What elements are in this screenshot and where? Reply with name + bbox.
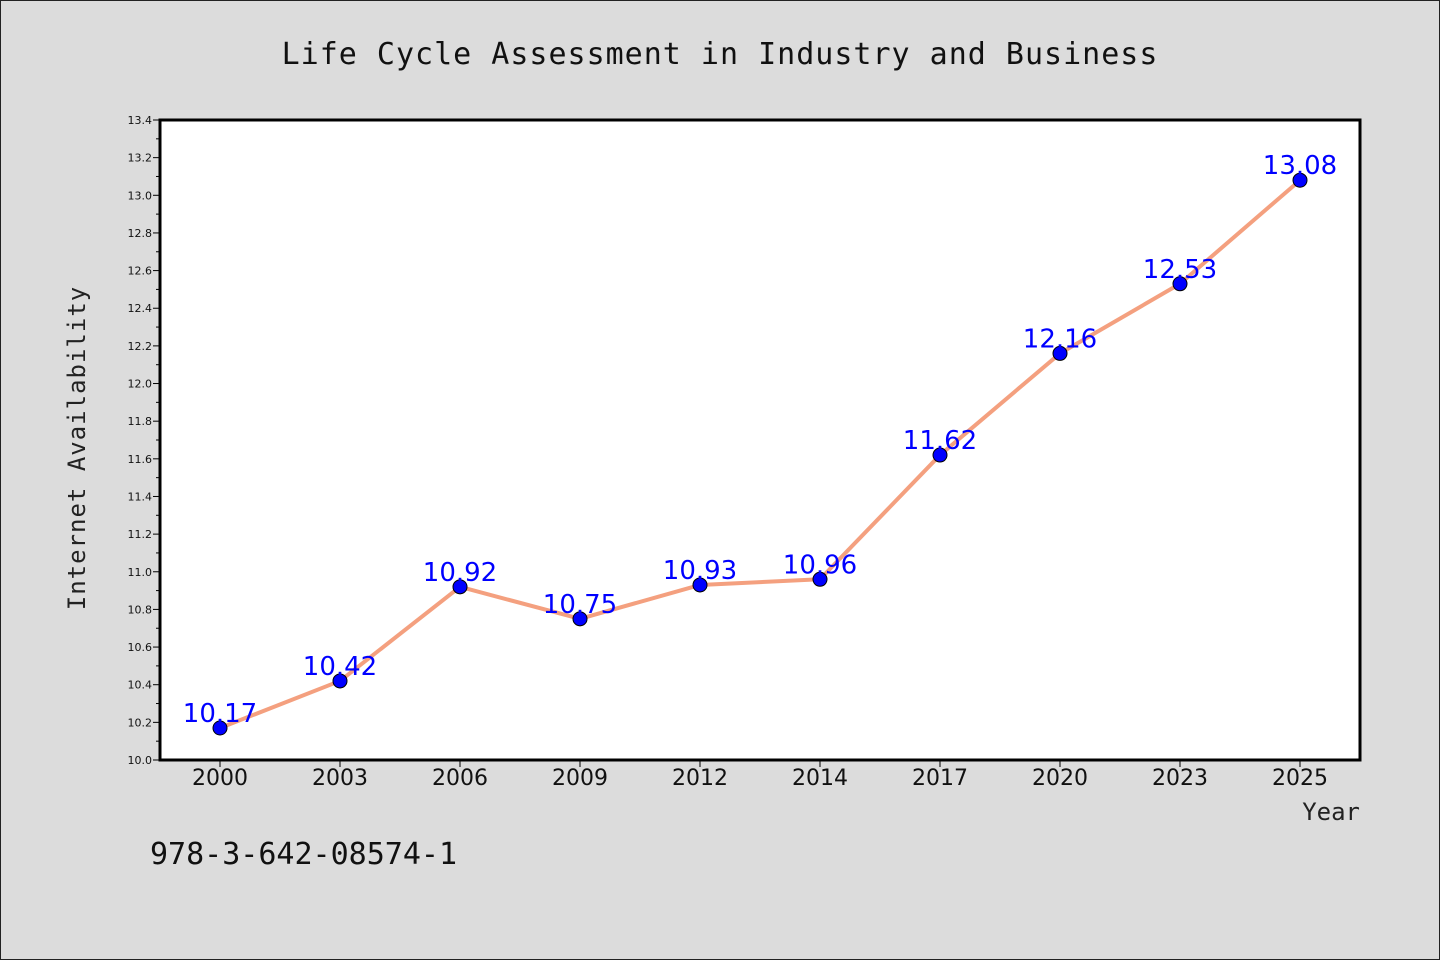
data-label: 10.75: [543, 590, 617, 620]
y-tick-label: 12.4: [128, 302, 153, 315]
data-point: [932, 447, 948, 463]
y-tick-label: 10.2: [128, 716, 153, 729]
data-point: [1052, 345, 1068, 361]
y-tick-label: 11.0: [128, 566, 153, 579]
data-point: [212, 720, 228, 736]
y-tick-label: 12.2: [128, 340, 153, 353]
x-tick-label: 2014: [792, 766, 848, 791]
data-label: 10.42: [303, 652, 377, 682]
data-point: [692, 577, 708, 593]
y-tick-label: 10.4: [128, 679, 153, 692]
y-axis-ticks: 10.0 10.2 10.4 10.6 10.8 11.0 11.2 11.4 11.6 11.8…: [128, 114, 160, 767]
x-axis-label: Year: [1302, 798, 1360, 826]
y-tick-label: 11.2: [128, 528, 153, 541]
x-tick-label: 2020: [1032, 766, 1088, 791]
y-tick-label: 10.0: [128, 754, 153, 767]
x-tick-label: 2023: [1152, 766, 1208, 791]
y-axis-label: Internet Availability: [63, 286, 91, 610]
y-tick-label: 13.2: [128, 152, 153, 165]
data-label: 10.93: [663, 556, 737, 586]
y-tick-label: 13.4: [128, 114, 153, 127]
data-label: 11.62: [903, 426, 977, 456]
data-label: 12.16: [1023, 324, 1097, 354]
y-tick-label: 13.0: [128, 189, 153, 202]
x-tick-label: 2025: [1272, 766, 1328, 791]
series-line: [219, 178, 1302, 730]
y-tick-label: 11.6: [128, 453, 153, 466]
x-tick-label: 2017: [912, 766, 968, 791]
data-label: 13.08: [1263, 151, 1337, 181]
data-label: 10.92: [423, 558, 497, 588]
data-label: 12.53: [1143, 255, 1217, 285]
data-label: 10.96: [783, 550, 857, 580]
x-tick-label: 2006: [432, 766, 488, 791]
data-point: [332, 673, 348, 689]
footnote-isbn: 978-3-642-08574-1: [150, 837, 457, 872]
y-tick-label: 12.0: [128, 378, 153, 391]
chart-title: Life Cycle Assessment in Industry and Bu…: [282, 37, 1159, 72]
plot-area: [160, 120, 1360, 760]
x-tick-label: 2009: [552, 766, 608, 791]
y-tick-label: 11.4: [128, 490, 153, 503]
plot-border: [158, 118, 1362, 762]
data-point: [452, 579, 468, 595]
data-point: [812, 571, 828, 587]
x-tick-label: 2003: [312, 766, 368, 791]
x-axis-ticks: 2000 2003 2006 2009 2012 2014 2017 2020 2023 2025: [192, 760, 1328, 791]
data-point: [572, 611, 588, 627]
y-tick-label: 10.6: [128, 641, 153, 654]
y-tick-label: 12.8: [128, 227, 153, 240]
data-point: [1292, 172, 1308, 188]
y-tick-label: 10.8: [128, 603, 153, 616]
y-tick-label: 11.8: [128, 415, 153, 428]
data-label: 10.17: [183, 699, 257, 729]
x-tick-label: 2012: [672, 766, 728, 791]
data-point: [1172, 276, 1188, 292]
series-layer: 10.17 10.42 10.92 10.75 10.93 10.96 11.62 12.16…: [183, 151, 1337, 736]
y-tick-label: 12.6: [128, 265, 153, 278]
x-tick-label: 2000: [192, 766, 248, 791]
